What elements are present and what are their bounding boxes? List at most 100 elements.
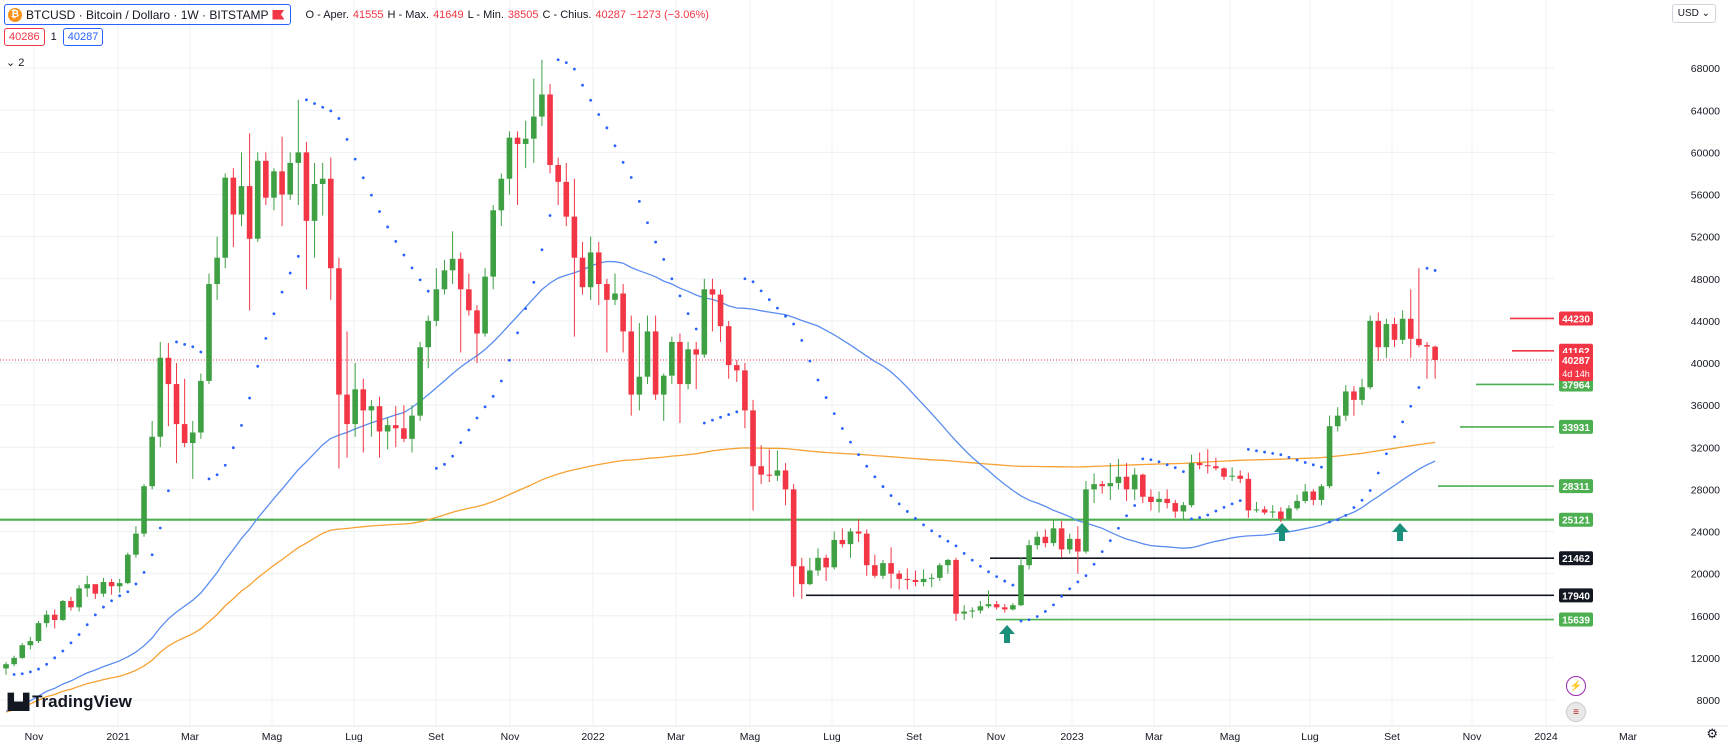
- candle: [937, 563, 943, 581]
- us-flag-icon[interactable]: ≡: [1566, 702, 1586, 722]
- candle: [701, 278, 708, 358]
- candle: [116, 578, 123, 593]
- candle-body: [709, 289, 716, 295]
- y-axis-tick-label: 48000: [1691, 274, 1720, 286]
- candle-body: [1326, 426, 1333, 487]
- candle: [157, 341, 164, 448]
- candle-body: [847, 531, 854, 545]
- sar-dot: [426, 289, 430, 293]
- sar-dot: [970, 558, 974, 562]
- bolt-icon[interactable]: ⚡: [1566, 676, 1586, 696]
- sar-dot: [483, 405, 487, 409]
- candle-body: [652, 331, 659, 395]
- candle-body: [1343, 391, 1349, 416]
- candle-body: [669, 341, 675, 376]
- candle: [1156, 491, 1162, 513]
- sar-dot: [69, 641, 73, 645]
- candle-body: [790, 489, 797, 567]
- sar-dot: [272, 312, 276, 316]
- high-value: 41649: [433, 8, 464, 21]
- candle: [68, 596, 74, 611]
- candle-body: [863, 533, 870, 566]
- candle-body: [1278, 511, 1284, 519]
- candle-body: [263, 160, 269, 198]
- candle-body: [157, 357, 164, 437]
- candle-body: [92, 584, 99, 594]
- symbol-title: BTCUSD · Bitcoin / Dollaro · 1W · BITSTA…: [26, 7, 269, 22]
- sar-dot: [1393, 435, 1396, 439]
- sar-dot: [223, 463, 227, 467]
- candle: [35, 621, 42, 644]
- sar-dot: [946, 539, 950, 543]
- sar-dot: [767, 298, 771, 302]
- candle-body: [271, 171, 277, 198]
- sar-dot: [321, 105, 325, 109]
- sar-dot: [361, 176, 365, 180]
- sar-dot: [1425, 266, 1429, 270]
- candle: [1237, 470, 1244, 484]
- candle: [1196, 452, 1203, 470]
- candle: [254, 152, 261, 242]
- candle: [539, 59, 545, 127]
- trade-prices: 40286 1 40287: [4, 28, 104, 46]
- flag-icon[interactable]: [272, 9, 285, 20]
- candle: [92, 584, 99, 599]
- candle: [222, 173, 229, 269]
- level-price-label: 25121: [1562, 516, 1590, 527]
- sar-dot: [1360, 498, 1364, 502]
- buy-price-button[interactable]: 40287: [62, 28, 104, 46]
- candle: [1204, 449, 1211, 474]
- candle-body: [198, 380, 204, 433]
- candle: [263, 152, 269, 206]
- candle: [1172, 499, 1179, 518]
- candle-body: [1391, 324, 1398, 340]
- x-axis-tick-label: Set: [428, 731, 444, 743]
- sar-dot: [126, 590, 130, 594]
- candle-body: [937, 565, 943, 578]
- candle-body: [839, 539, 846, 545]
- candle: [1286, 505, 1292, 520]
- candle: [563, 162, 570, 227]
- candle-body: [636, 376, 643, 395]
- candle: [1407, 289, 1414, 358]
- candle: [1334, 407, 1341, 432]
- sar-dot: [1052, 603, 1055, 607]
- sar-dot: [110, 599, 113, 603]
- candle: [1399, 310, 1406, 345]
- candle-body: [1099, 484, 1105, 487]
- sar-dot: [930, 529, 934, 533]
- sell-price-button[interactable]: 40286: [4, 28, 45, 46]
- x-axis-tick-label: Set: [1384, 731, 1400, 743]
- candle: [1221, 467, 1227, 480]
- symbol-selector[interactable]: ₿ BTCUSD · Bitcoin / Dollaro · 1W · BITS…: [4, 4, 292, 25]
- sar-dot: [158, 526, 162, 530]
- candle-body: [1107, 483, 1114, 487]
- candle: [433, 268, 440, 327]
- indicators-toggle[interactable]: ⌄ 2: [6, 57, 25, 69]
- sar-dot: [751, 280, 755, 284]
- candle: [953, 557, 959, 622]
- candle-body: [1010, 605, 1016, 610]
- level-price-label: 41162: [1562, 347, 1590, 358]
- candle: [831, 531, 838, 570]
- candle: [1432, 345, 1438, 379]
- candle: [1123, 463, 1130, 501]
- settings-icon[interactable]: ⚙: [1706, 726, 1718, 741]
- currency-selector[interactable]: USD ⌄: [1671, 4, 1716, 23]
- sar-dot: [776, 306, 779, 310]
- candle: [644, 315, 651, 385]
- candle: [628, 315, 635, 416]
- x-axis-tick-label: 2022: [581, 731, 605, 743]
- candle: [246, 133, 253, 311]
- candle-body: [417, 347, 423, 416]
- candle-body: [1001, 607, 1008, 610]
- candle: [1058, 520, 1065, 558]
- x-axis-tick-label: Lug: [345, 731, 363, 743]
- sar-dot: [1409, 404, 1413, 408]
- candle-body: [295, 152, 302, 163]
- candle: [709, 278, 716, 332]
- candle-body: [1180, 505, 1187, 512]
- candle: [1164, 489, 1170, 509]
- level-price-tag: [1559, 512, 1593, 527]
